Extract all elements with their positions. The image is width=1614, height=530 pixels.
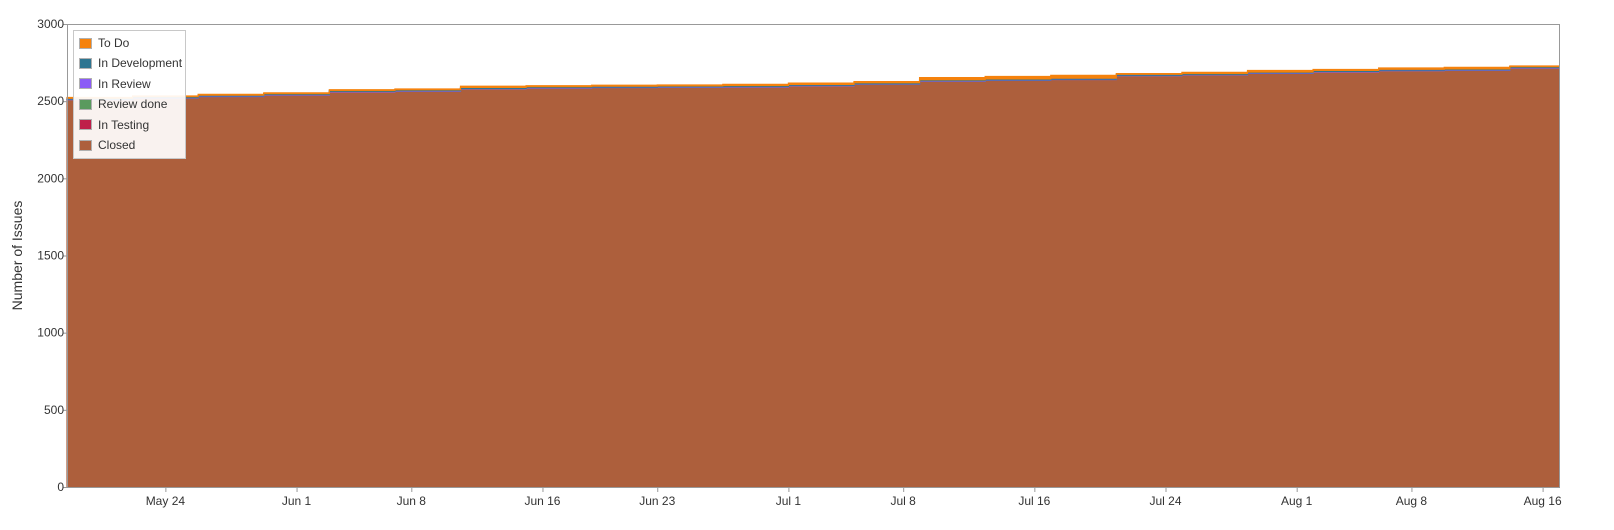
- legend-item-closed[interactable]: Closed: [79, 137, 135, 153]
- legend-label: In Testing: [98, 117, 150, 132]
- y-axis-title: Number of Issues: [9, 201, 25, 311]
- x-tick-label: Jun 23: [639, 494, 675, 508]
- legend-label: In Review: [98, 76, 151, 91]
- legend-label: Closed: [98, 138, 136, 152]
- y-tick-label: 2500: [37, 94, 64, 108]
- y-tick-label: 500: [44, 403, 64, 417]
- x-tick-label: Jul 16: [1018, 494, 1050, 508]
- y-axis: 0 500 1000 1500 2000 2500 3000: [37, 17, 67, 494]
- legend-label: To Do: [98, 36, 130, 50]
- x-tick-label: Jul 24: [1149, 494, 1181, 508]
- chart-legend: To Do In Development In Review Review done I…: [73, 30, 186, 159]
- legend-item-in-review[interactable]: In Review: [79, 76, 151, 92]
- legend-item-review-done[interactable]: Review done: [79, 96, 167, 112]
- x-tick-label: Aug 1: [1281, 494, 1313, 508]
- legend-swatch: [79, 139, 92, 151]
- x-tick-label: Jun 1: [282, 494, 312, 508]
- legend-swatch: [79, 57, 92, 69]
- legend-item-in-testing[interactable]: In Testing: [79, 117, 149, 133]
- x-tick-label: Aug 16: [1524, 494, 1562, 508]
- y-tick-label: 2000: [37, 171, 64, 185]
- x-tick-label: Jul 8: [890, 494, 916, 508]
- legend-swatch: [79, 98, 92, 110]
- legend-label: Review done: [98, 97, 168, 112]
- x-tick-label: Jun 16: [524, 494, 560, 508]
- area-closed: [66, 67, 1560, 488]
- y-tick-label: 1000: [37, 326, 64, 340]
- legend-swatch: [79, 78, 92, 90]
- x-axis: May 24 Jun 1 Jun 8 Jun 16 Jun 23 Jul 1 Jul 8 Ju…: [146, 487, 1562, 508]
- x-tick-label: Aug 8: [1396, 494, 1428, 508]
- plot-frame: [67, 24, 1560, 488]
- y-tick-label: 3000: [37, 17, 64, 31]
- legend-item-to-do[interactable]: To Do: [79, 35, 129, 51]
- legend-item-in-development[interactable]: In Development: [79, 55, 182, 71]
- y-tick-label: 1500: [37, 249, 64, 263]
- x-tick-label: Jun 8: [397, 494, 427, 508]
- legend-swatch: [79, 119, 92, 131]
- chart-areas: [66, 65, 1560, 488]
- legend-label: In Development: [98, 56, 183, 71]
- legend-swatch: [79, 37, 92, 49]
- x-tick-label: May 24: [146, 494, 186, 508]
- x-tick-label: Jul 1: [776, 494, 802, 508]
- y-tick-label: 0: [57, 480, 64, 494]
